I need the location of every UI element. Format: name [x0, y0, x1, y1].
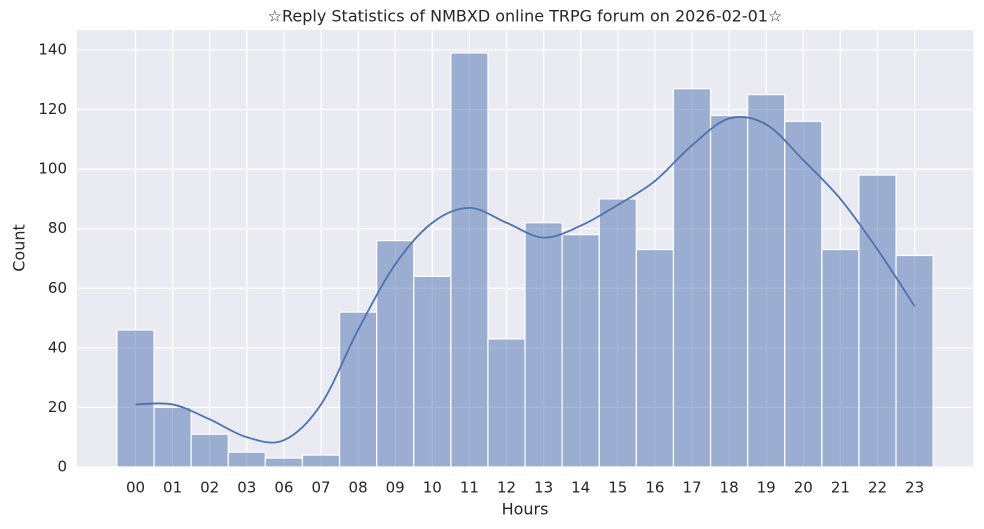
kde-line	[135, 116, 916, 444]
x-tick-label: 20	[794, 479, 813, 497]
x-tick-label: 21	[831, 479, 850, 497]
bar	[413, 275, 452, 468]
bar	[524, 222, 563, 468]
bar	[264, 457, 304, 468]
chart-title: ☆Reply Statistics of NMBXD online TRPG f…	[268, 7, 783, 26]
bar	[561, 234, 600, 468]
x-tick-label: 07	[311, 479, 330, 497]
bar	[709, 114, 749, 468]
bar	[301, 454, 341, 468]
y-tick-label: 80	[48, 219, 67, 237]
bar	[227, 451, 266, 468]
bar	[450, 52, 489, 468]
x-tick-label: 18	[720, 479, 739, 497]
x-tick-label: 02	[200, 479, 219, 497]
bar	[116, 329, 155, 468]
x-tick-label: 11	[460, 479, 479, 497]
y-tick-label: 40	[48, 338, 67, 356]
y-axis-label: Count	[10, 224, 29, 272]
x-tick-label: 03	[237, 479, 256, 497]
bar	[487, 338, 526, 468]
bar	[635, 248, 675, 468]
y-tick-label: 20	[48, 398, 67, 416]
x-tick-label: 01	[163, 479, 182, 497]
bar	[338, 311, 378, 468]
bar	[190, 433, 229, 468]
x-tick-label: 16	[645, 479, 664, 497]
y-tick-label: 0	[57, 458, 67, 476]
bar	[747, 94, 786, 468]
x-tick-label: 23	[905, 479, 924, 497]
bar	[153, 406, 192, 468]
x-tick-label: 09	[386, 479, 405, 497]
bar	[895, 254, 934, 468]
x-tick-label: 12	[497, 479, 516, 497]
x-tick-label: 19	[757, 479, 776, 497]
bar	[858, 174, 897, 468]
y-tick-label: 140	[38, 40, 67, 58]
x-tick-label: 17	[682, 479, 701, 497]
x-tick-label: 13	[534, 479, 553, 497]
x-tick-label: 06	[274, 479, 293, 497]
y-tick-label: 60	[48, 279, 67, 297]
x-tick-label: 10	[423, 479, 442, 497]
y-tick-label: 100	[38, 160, 67, 178]
bar	[376, 240, 415, 468]
x-tick-label: 08	[349, 479, 368, 497]
x-tick-label: 22	[868, 479, 887, 497]
x-tick-label: 14	[571, 479, 590, 497]
x-tick-label: 15	[608, 479, 627, 497]
bar	[598, 198, 637, 468]
y-tick-label: 120	[38, 100, 67, 118]
x-axis-label: Hours	[502, 500, 549, 519]
x-tick-label: 00	[126, 479, 145, 497]
bar	[821, 248, 860, 468]
